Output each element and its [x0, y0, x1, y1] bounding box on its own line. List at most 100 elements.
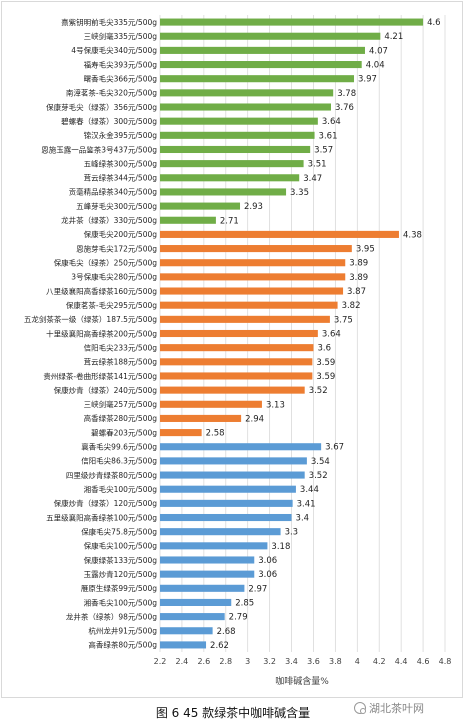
bar: [160, 103, 331, 111]
category-label: 五峰绿茶300元/500g: [84, 158, 158, 168]
bar: [160, 344, 314, 352]
category-label: 贡毫精品绿茶340元/500g: [69, 187, 158, 197]
value-label: 3.06: [258, 556, 277, 566]
value-label: 3.61: [319, 131, 338, 141]
caffeine-bar-chart: 熹紫钥明前毛尖335元/500g 三峡剑毫335元/500g 4号保康毛尖340元/…: [24, 15, 452, 687]
x-tick-label: 3.4: [285, 657, 298, 666]
bar: [160, 570, 255, 578]
bar: [160, 641, 207, 649]
value-label: 3.47: [303, 174, 322, 184]
bar: [160, 216, 216, 224]
category-labels: 熹紫钥明前毛尖335元/500g 三峡剑毫335元/500g 4号保康毛尖340元/…: [24, 17, 157, 650]
category-label: 十里级襄阳高香绿茶200元/500g: [46, 328, 157, 338]
bar: [160, 443, 322, 451]
x-tick-label: 3.8: [329, 657, 342, 666]
value-label: 2.85: [235, 598, 254, 608]
value-label: 3.82: [342, 301, 361, 311]
value-label: 3.51: [308, 160, 327, 170]
category-label: 五峰芽毛尖300元/500g: [76, 201, 157, 211]
x-tick-label: 4.6: [417, 657, 430, 666]
value-label: 4.38: [403, 230, 422, 240]
bar: [160, 287, 344, 295]
category-label: 雁原生绿茶99元/500g: [81, 583, 157, 593]
value-label: 4.6: [427, 18, 441, 28]
value-label: 3.64: [322, 117, 341, 127]
value-label: 3.67: [325, 443, 344, 453]
category-label: 茸云绿茶188元/500g: [84, 357, 158, 367]
value-label: 3.59: [316, 372, 335, 382]
value-label: 3.6: [317, 344, 331, 354]
category-label: 保康毛尖（绿茶）250元/500g: [54, 258, 158, 268]
value-label: 2.68: [217, 627, 236, 637]
category-label: 三峡剑毫257元/500g: [84, 399, 158, 409]
bar: [160, 386, 305, 394]
bar: [160, 372, 313, 380]
category-label: 襄香毛尖99.6元/500g: [81, 442, 157, 452]
value-label: 3.76: [335, 103, 354, 113]
x-tick-label: 4.8: [439, 657, 452, 666]
wechat-icon: [354, 702, 366, 714]
bar: [160, 89, 334, 97]
category-label: 信阳毛尖86.3元/500g: [81, 456, 157, 466]
category-label: 玉露炒青120元/500g: [84, 569, 158, 579]
figure-caption: 图 6 45 款绿茶中咖啡碱含量: [155, 706, 311, 720]
bar: [160, 202, 241, 210]
x-tick-label: 4.4: [395, 657, 408, 666]
value-label: 2.94: [245, 414, 264, 424]
category-label: 八里级襄阳高香绿茶160元/500g: [46, 286, 157, 296]
bar: [160, 145, 311, 154]
category-label: 恩施芽毛尖172元/500g: [76, 243, 157, 253]
value-label: 2.79: [229, 613, 248, 623]
category-label: 龙井茶（绿茶）98元/500g: [66, 611, 157, 621]
value-label: 3.35: [290, 188, 309, 198]
bar: [160, 315, 330, 323]
bar: [160, 485, 296, 493]
value-label: 3.41: [297, 499, 316, 509]
bar: [160, 613, 225, 621]
value-label: 2.58: [206, 429, 225, 439]
value-label: 2.93: [244, 202, 263, 212]
category-label: 熹紫钥明前毛尖335元/500g: [61, 17, 157, 27]
value-label: 3.4: [296, 514, 310, 524]
value-label: 3.95: [356, 245, 375, 255]
category-label: 湘香毛尖100元/500g: [84, 484, 158, 494]
category-label: 保康炒青（绿茶）120元/500g: [54, 498, 158, 508]
value-label: 3.52: [309, 386, 328, 396]
category-label: 五龙剑茶茶一级（绿茶）187.5元/500g: [24, 314, 157, 324]
bar: [160, 61, 362, 69]
category-label: 湘香毛尖100元/500g: [84, 597, 158, 607]
x-axis-label: 咖啡碱含量%: [275, 675, 329, 687]
category-label: 福寿毛尖393元/500g: [84, 59, 158, 69]
bar: [160, 117, 318, 125]
bar: [160, 301, 338, 309]
bar: [160, 528, 281, 536]
category-label: 保康炒青（绿茶）240元/500g: [54, 385, 158, 395]
category-label: 恩施玉露一品鉴茶3号437元/500g: [41, 144, 157, 154]
category-label: 保康芽毛尖（绿茶）356元/500g: [46, 102, 157, 112]
bar: [160, 18, 424, 26]
value-label: 3.18: [271, 542, 290, 552]
bar: [160, 414, 242, 422]
x-tick-label: 3: [245, 657, 250, 666]
bars: [160, 18, 424, 649]
x-tick-label: 3.2: [263, 657, 276, 666]
bar: [160, 457, 307, 465]
category-label: 五里级襄阳高香绿茶100元/500g: [46, 512, 157, 522]
category-label: 保康毛尖75.8元/500g: [81, 526, 157, 536]
bar: [160, 584, 245, 592]
bar: [160, 358, 313, 366]
category-label: 南漳茗茶-毛尖320元/500g: [66, 88, 157, 98]
x-tick-label: 2.4: [176, 657, 189, 666]
category-label: 三峡剑毫335元/500g: [84, 31, 158, 41]
category-label: 保康毛尖100元/500g: [84, 541, 158, 551]
bar: [160, 131, 315, 139]
bar: [160, 174, 300, 182]
value-labels: 4.6 4.21 4.07 4.04 3.973.78 3.76 3.64 3.61 3.57 3…: [206, 18, 441, 651]
bar: [160, 471, 305, 479]
value-label: 3.87: [347, 287, 366, 297]
bar: [160, 513, 292, 522]
bar: [160, 556, 255, 564]
value-label: 3.52: [309, 471, 328, 481]
bar: [160, 273, 346, 281]
bar: [160, 598, 232, 606]
